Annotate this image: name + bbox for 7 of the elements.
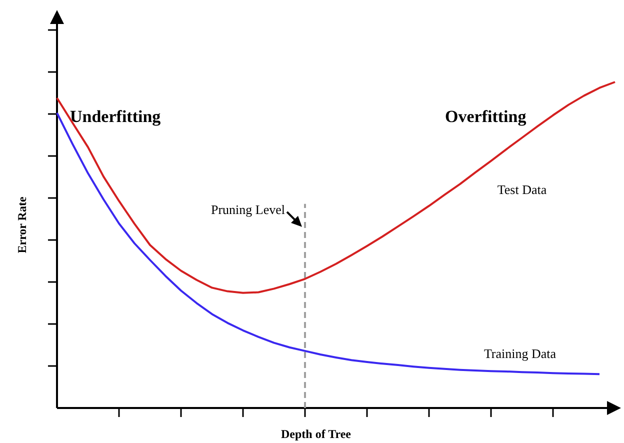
- annotation: Training Data: [484, 346, 556, 361]
- annotation: Underfitting: [70, 107, 162, 126]
- annotation: Pruning Level: [210, 202, 286, 217]
- annotation: Test Data: [497, 182, 547, 197]
- y-axis-title: Error Rate: [15, 196, 29, 254]
- x-axis-title: Depth of Tree: [281, 427, 352, 441]
- annotation: Overfitting: [445, 107, 527, 126]
